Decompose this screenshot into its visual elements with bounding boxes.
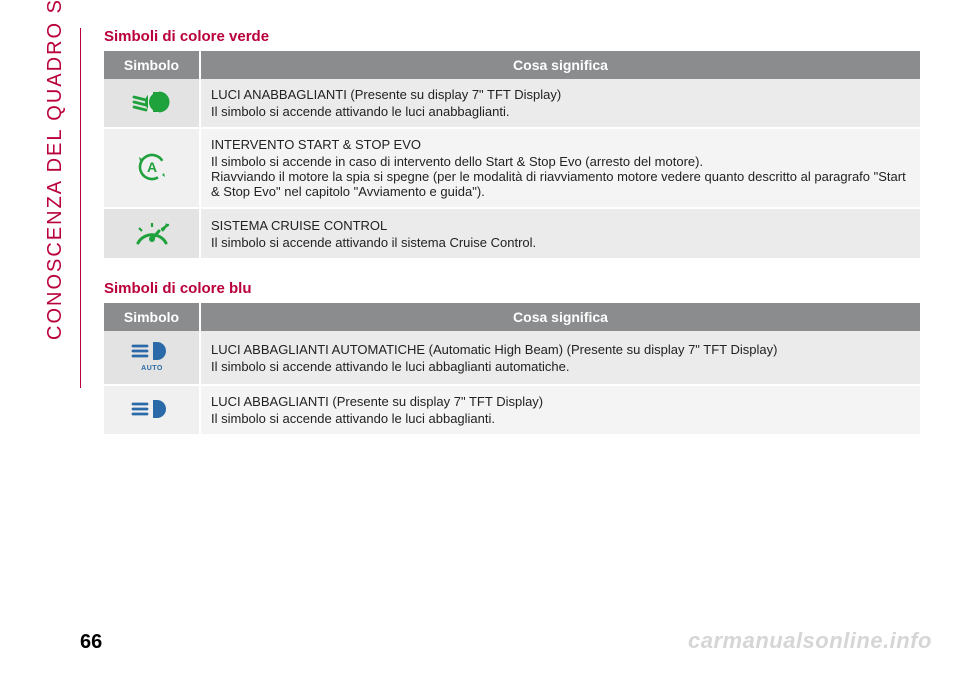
col-header-symbol: Simbolo: [104, 303, 200, 331]
table-row: A INTERVENTO START & STOP EVO Il simbolo…: [104, 128, 920, 208]
start-stop-icon: A: [135, 150, 169, 187]
col-header-meaning: Cosa significa: [200, 51, 920, 79]
table-row: LUCI ABBAGLIANTI (Presente su display 7"…: [104, 385, 920, 435]
symbol-title: LUCI ANABBAGLIANTI (Presente su display …: [211, 87, 910, 102]
meaning-cell: SISTEMA CRUISE CONTROL Il simbolo si acc…: [200, 208, 920, 259]
chapter-label: CONOSCENZA DEL QUADRO STRUMENTI: [44, 0, 67, 340]
watermark: carmanualsonline.info: [688, 628, 932, 654]
page-content: Simboli di colore verde Simbolo Cosa sig…: [104, 28, 920, 436]
meaning-cell: LUCI ANABBAGLIANTI (Presente su display …: [200, 79, 920, 128]
symbol-body: Il simbolo si accende attivando le luci …: [211, 411, 910, 426]
symbol-cell: A: [104, 128, 200, 208]
symbol-title: LUCI ABBAGLIANTI (Presente su display 7"…: [211, 394, 910, 409]
page-number: 66: [80, 631, 102, 654]
symbol-cell: [104, 208, 200, 259]
meaning-cell: LUCI ABBAGLIANTI (Presente su display 7"…: [200, 385, 920, 435]
meaning-cell: LUCI ABBAGLIANTI AUTOMATICHE (Automatic …: [200, 331, 920, 385]
cruise-control-icon: [132, 217, 172, 250]
auto-label: AUTO: [141, 365, 163, 372]
side-rule: [80, 28, 81, 388]
table-row: AUTO LUCI ABBAGLIANTI AUTOMATICHE (Autom…: [104, 331, 920, 385]
auto-high-beam-icon: AUTO: [129, 339, 175, 376]
section-title-blue: Simboli di colore blu: [104, 280, 920, 297]
green-symbols-table: Simbolo Cosa significa: [104, 51, 920, 260]
symbol-title: LUCI ABBAGLIANTI AUTOMATICHE (Automatic …: [211, 342, 910, 357]
col-header-meaning: Cosa significa: [200, 303, 920, 331]
symbol-cell: [104, 79, 200, 128]
symbol-body: Il simbolo si accende attivando le luci …: [211, 104, 910, 119]
symbol-title: SISTEMA CRUISE CONTROL: [211, 218, 910, 233]
low-beam-icon: [131, 89, 173, 118]
symbol-cell: AUTO: [104, 331, 200, 385]
high-beam-icon: [129, 396, 175, 425]
section-title-green: Simboli di colore verde: [104, 28, 920, 45]
meaning-cell: INTERVENTO START & STOP EVO Il simbolo s…: [200, 128, 920, 208]
table-row: SISTEMA CRUISE CONTROL Il simbolo si acc…: [104, 208, 920, 259]
symbol-body: Il simbolo si accende in caso di interve…: [211, 154, 910, 199]
col-header-symbol: Simbolo: [104, 51, 200, 79]
symbol-cell: [104, 385, 200, 435]
manual-page: CONOSCENZA DEL QUADRO STRUMENTI Simboli …: [0, 0, 960, 678]
symbol-title: INTERVENTO START & STOP EVO: [211, 137, 910, 152]
table-row: LUCI ANABBAGLIANTI (Presente su display …: [104, 79, 920, 128]
symbol-body: Il simbolo si accende attivando il siste…: [211, 235, 910, 250]
svg-text:A: A: [146, 159, 156, 175]
blue-symbols-table: Simbolo Cosa significa: [104, 303, 920, 436]
symbol-body: Il simbolo si accende attivando le luci …: [211, 359, 910, 374]
